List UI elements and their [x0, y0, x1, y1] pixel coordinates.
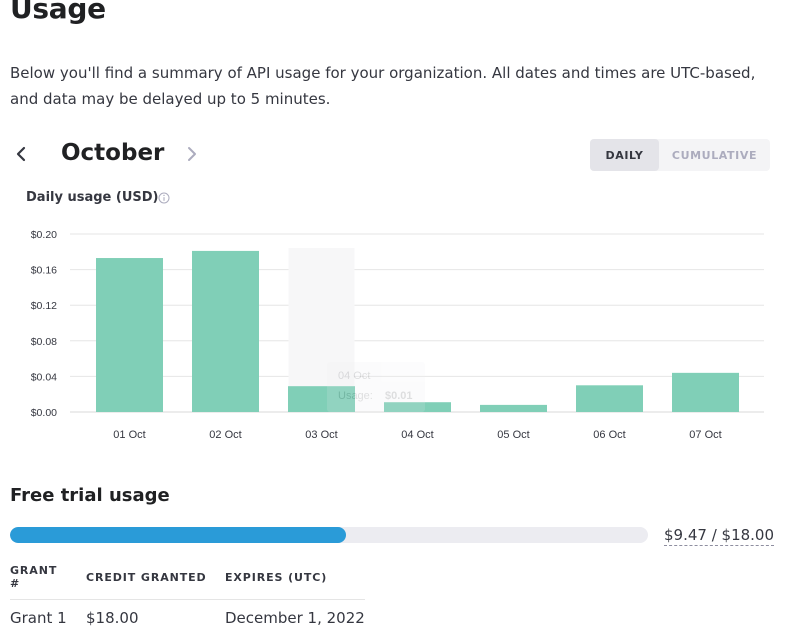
- view-toggle: DAILY CUMULATIVE: [590, 139, 770, 171]
- chart-y-tick-label: $0.00: [31, 407, 57, 419]
- expires-header: EXPIRES (UTC): [225, 558, 365, 600]
- chart-x-tick-label: 04 Oct: [401, 429, 433, 441]
- credit-granted-cell: $18.00: [86, 600, 225, 627]
- page-title: Usage: [10, 0, 106, 25]
- chart-bar[interactable]: [576, 385, 643, 412]
- chart-bar[interactable]: [96, 258, 163, 412]
- chevron-right-icon: [182, 144, 202, 164]
- grants-table: GRANT # CREDIT GRANTED EXPIRES (UTC) Gra…: [10, 558, 365, 627]
- grant-number-cell: Grant 1: [10, 600, 86, 627]
- chart-y-tick-label: $0.16: [31, 265, 57, 277]
- chart-x-tick-label: 03 Oct: [305, 429, 337, 441]
- chevron-left-icon: [11, 144, 31, 164]
- next-month-button[interactable]: [182, 144, 202, 164]
- expires-cell: December 1, 2022: [225, 600, 365, 627]
- chart-x-tick-label: 01 Oct: [113, 429, 145, 441]
- credit-granted-header: CREDIT GRANTED: [86, 558, 225, 600]
- tooltip-label: Usage:: [338, 390, 373, 402]
- table-row: Grant 1 $18.00 December 1, 2022: [10, 600, 365, 627]
- chart-title: Daily usage (USD): [26, 187, 158, 209]
- chart-y-tick-label: $0.08: [31, 336, 57, 348]
- grant-number-header: GRANT #: [10, 558, 86, 600]
- free-trial-progress-bar: [10, 527, 648, 543]
- grants-table-header-row: GRANT # CREDIT GRANTED EXPIRES (UTC): [10, 558, 365, 600]
- chart-x-tick-label: 05 Oct: [497, 429, 529, 441]
- info-icon[interactable]: [158, 192, 170, 204]
- chart-bar[interactable]: [480, 405, 547, 412]
- chart-y-tick-label: $0.12: [31, 300, 57, 312]
- cumulative-toggle-button[interactable]: CUMULATIVE: [659, 139, 770, 171]
- tooltip-date: 04 Oct: [338, 370, 370, 382]
- chart-x-tick-label: 07 Oct: [689, 429, 721, 441]
- daily-toggle-button[interactable]: DAILY: [590, 139, 659, 171]
- daily-usage-chart: $0.00 $0.04 $0.08 $0.12 $0.16 $0.20 01 Oct 02 …: [0, 220, 791, 450]
- chart-tooltip: 04 Oct Usage: $0.01: [327, 362, 425, 412]
- chart-y-tick-label: $0.20: [31, 229, 57, 241]
- previous-month-button[interactable]: [11, 144, 31, 164]
- free-trial-progress-fill: [10, 527, 346, 543]
- month-label: October: [61, 136, 164, 170]
- free-trial-progress-text[interactable]: $9.47 / $18.00: [664, 525, 774, 546]
- chart-y-tick-label: $0.04: [31, 371, 57, 383]
- usage-summary: Below you'll find a summary of API usage…: [10, 60, 770, 112]
- chart-y-axis-labels: $0.00 $0.04 $0.08 $0.12 $0.16 $0.20: [31, 229, 57, 419]
- chart-x-axis-labels: 01 Oct 02 Oct 03 Oct 04 Oct 05 Oct 06 Oct 07 O…: [113, 429, 721, 441]
- chart-bar[interactable]: [192, 251, 259, 412]
- tooltip-value: $0.01: [385, 390, 413, 402]
- free-trial-title: Free trial usage: [10, 482, 170, 510]
- chart-bar[interactable]: [672, 373, 739, 412]
- chart-x-tick-label: 02 Oct: [209, 429, 241, 441]
- chart-x-tick-label: 06 Oct: [593, 429, 625, 441]
